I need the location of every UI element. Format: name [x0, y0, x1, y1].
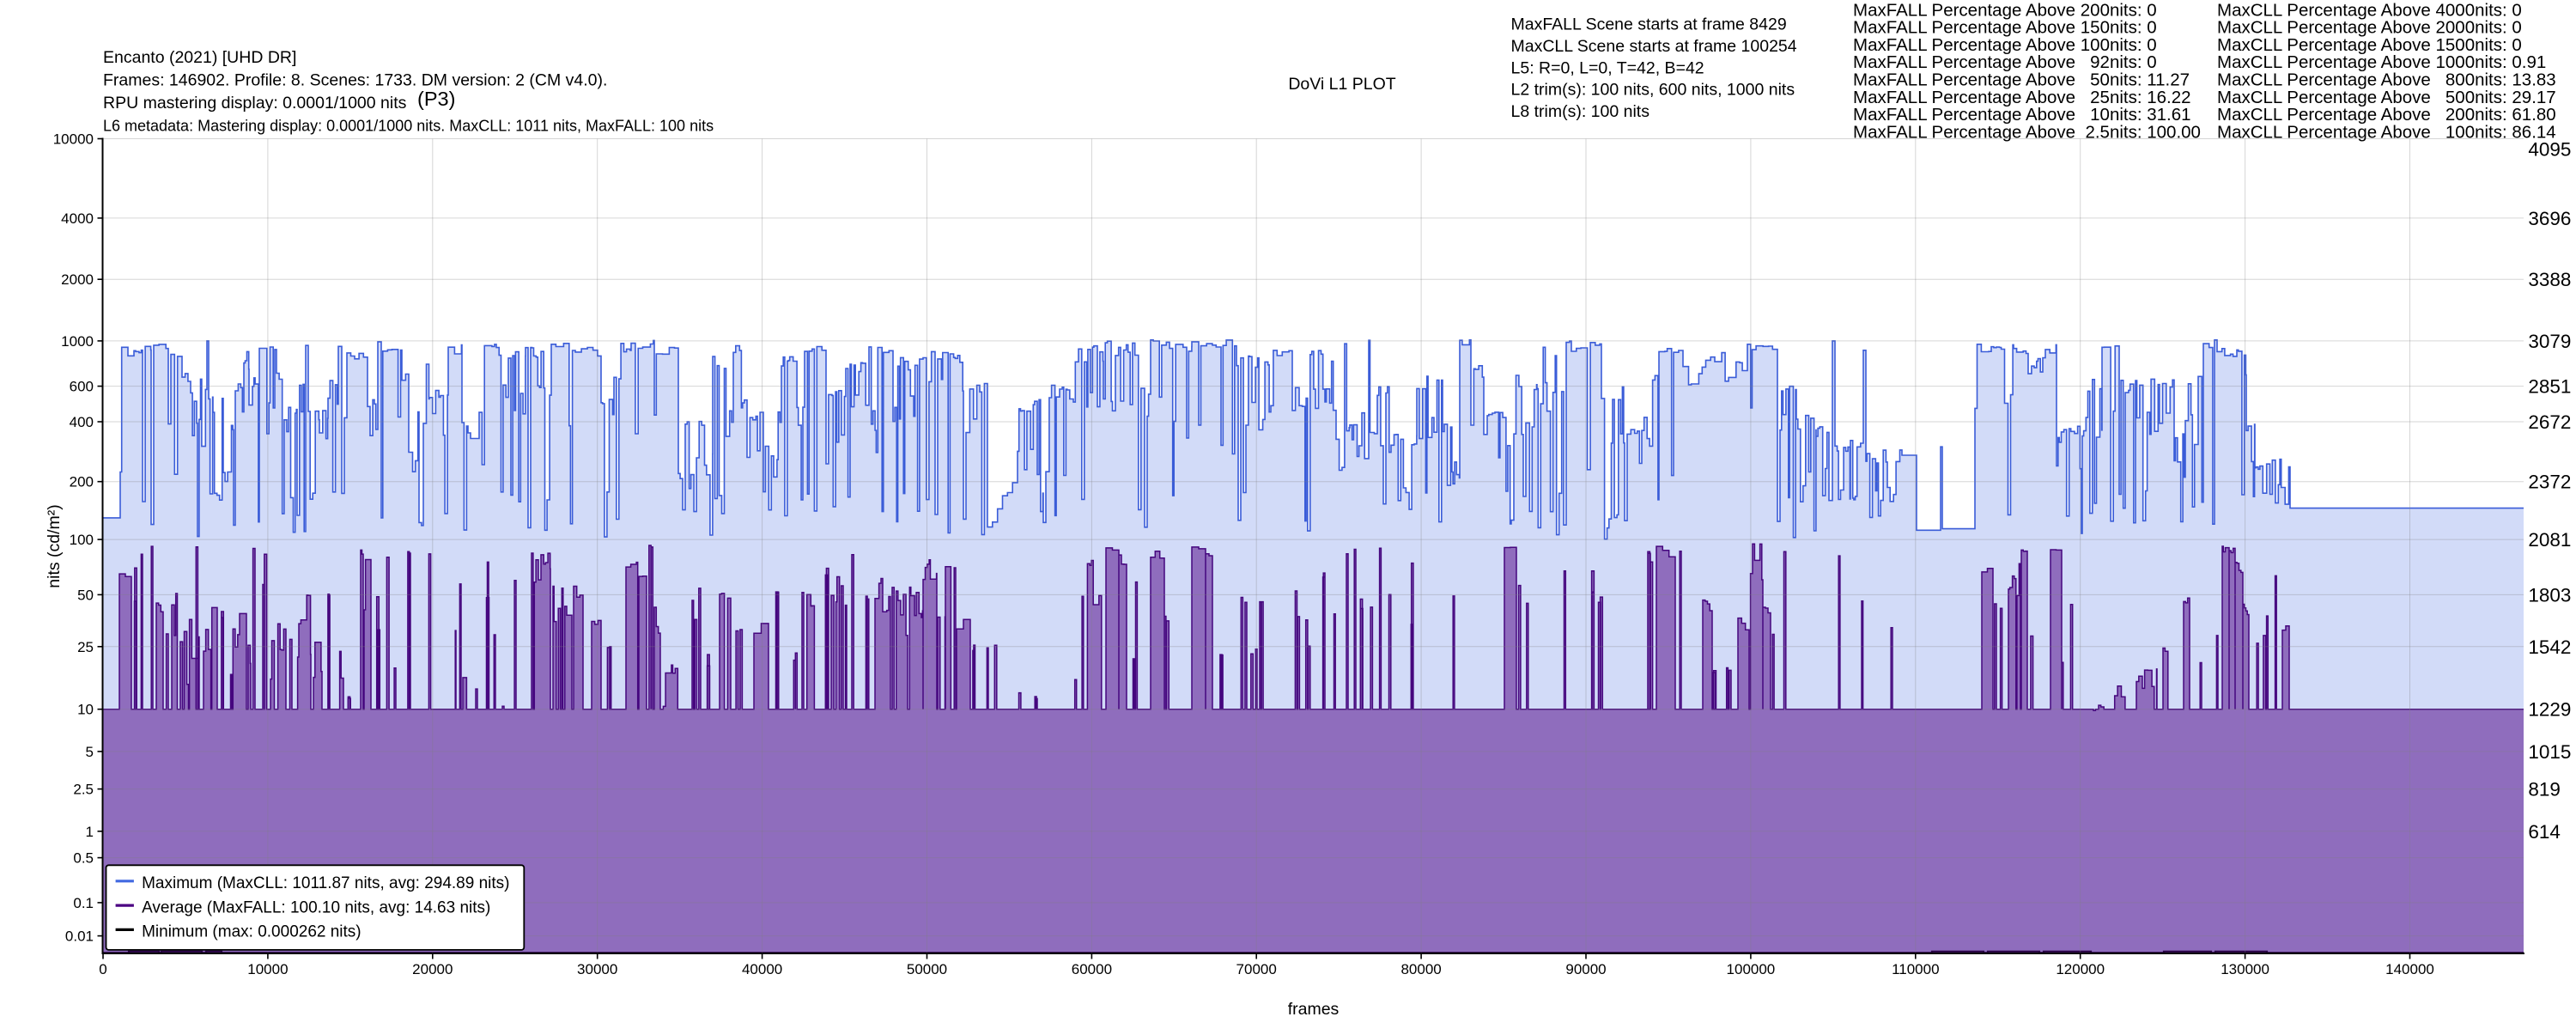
svg-text:0.01: 0.01	[65, 928, 94, 945]
svg-text:25: 25	[77, 639, 94, 655]
svg-text:50: 50	[77, 587, 94, 603]
svg-text:Frames: 146902. Profile: 8. Sc: Frames: 146902. Profile: 8. Scenes: 1733…	[103, 71, 607, 90]
svg-text:20000: 20000	[412, 961, 453, 977]
svg-text:200: 200	[70, 474, 94, 490]
svg-text:1015: 1015	[2528, 741, 2571, 763]
svg-text:2000: 2000	[61, 271, 94, 288]
svg-text:MaxCLL Percentage Above 200n: MaxCLL Percentage Above 200nits: 61.80	[2217, 105, 2556, 125]
svg-text:1542: 1542	[2528, 636, 2571, 658]
svg-text:MaxFALL Percentage Above 200ni: MaxFALL Percentage Above 200nits: 0	[1853, 0, 2157, 20]
svg-text:140000: 140000	[2385, 961, 2434, 977]
svg-text:Maximum (MaxCLL: 1011.87 nits,: Maximum (MaxCLL: 1011.87 nits, avg: 294.…	[142, 874, 509, 892]
svg-text:100: 100	[70, 532, 94, 548]
svg-text:2672: 2672	[2528, 411, 2571, 433]
svg-text:MaxFALL Scene starts at frame: MaxFALL Scene starts at frame 8429	[1511, 15, 1787, 34]
svg-text:1000: 1000	[61, 333, 94, 350]
svg-text:60000: 60000	[1072, 961, 1112, 977]
svg-text:120000: 120000	[2056, 961, 2105, 977]
svg-text:400: 400	[70, 414, 94, 430]
svg-text:L5: R=0, L=0, T=42, B=42: L5: R=0, L=0, T=42, B=42	[1511, 58, 1704, 77]
svg-text:MaxCLL Percentage Above 1000ni: MaxCLL Percentage Above 1000nits: 0.91	[2217, 52, 2546, 72]
svg-text:3696: 3696	[2528, 208, 2571, 229]
svg-text:130000: 130000	[2221, 961, 2269, 977]
svg-text:L2 trim(s): 100 nits, 600 nits: L2 trim(s): 100 nits, 600 nits, 1000 nit…	[1511, 81, 1795, 100]
svg-text:MaxCLL Percentage Above 1500ni: MaxCLL Percentage Above 1500nits: 0	[2217, 35, 2522, 55]
svg-text:MaxCLL Scene starts at frame 1: MaxCLL Scene starts at frame 100254	[1511, 37, 1797, 56]
svg-text:MaxCLL Percentage Above 2000ni: MaxCLL Percentage Above 2000nits: 0	[2217, 18, 2522, 38]
svg-text:frames: frames	[1288, 1000, 1340, 1019]
svg-text:819: 819	[2528, 779, 2561, 801]
svg-text:4000: 4000	[61, 210, 94, 227]
svg-text:MaxCLL Percentage Above 500n: MaxCLL Percentage Above 500nits: 29.17	[2217, 88, 2556, 107]
svg-text:10000: 10000	[247, 961, 288, 977]
svg-text:Encanto (2021) [UHD DR]: Encanto (2021) [UHD DR]	[103, 48, 296, 67]
svg-text:40000: 40000	[742, 961, 782, 977]
svg-text:2372: 2372	[2528, 472, 2571, 493]
svg-text:L8 trim(s): 100 nits: L8 trim(s): 100 nits	[1511, 102, 1650, 121]
svg-text:1803: 1803	[2528, 584, 2571, 606]
svg-text:MaxFALL Percentage Above 100ni: MaxFALL Percentage Above 100nits: 0	[1853, 35, 2157, 55]
svg-text:MaxFALL Percentage Above 10n: MaxFALL Percentage Above 10nits: 31.61	[1853, 105, 2191, 125]
svg-text:0: 0	[99, 961, 106, 977]
svg-text:80000: 80000	[1400, 961, 1441, 977]
svg-text:MaxCLL Percentage Above 800n: MaxCLL Percentage Above 800nits: 13.83	[2217, 70, 2556, 90]
svg-text:MaxFALL Percentage Above 2.5n: MaxFALL Percentage Above 2.5nits: 100.00	[1853, 122, 2201, 142]
svg-text:MaxCLL Percentage Above 100n: MaxCLL Percentage Above 100nits: 86.14	[2217, 122, 2556, 142]
svg-text:L6 metadata: Mastering display: L6 metadata: Mastering display: 0.0001/1…	[103, 118, 714, 135]
svg-text:70000: 70000	[1236, 961, 1277, 977]
svg-text:10: 10	[77, 702, 94, 718]
svg-text:Minimum (max: 0.000262 nits): Minimum (max: 0.000262 nits)	[142, 923, 361, 941]
svg-text:1229: 1229	[2528, 699, 2571, 721]
svg-text:MaxFALL Percentage Above 150ni: MaxFALL Percentage Above 150nits: 0	[1853, 18, 2157, 38]
svg-text:2.5: 2.5	[73, 782, 94, 798]
svg-text:RPU mastering display: 0.0001/: RPU mastering display: 0.0001/1000 nits	[103, 94, 407, 113]
svg-text:2081: 2081	[2528, 529, 2571, 551]
svg-text:nits (cd/m²): nits (cd/m²)	[45, 504, 64, 588]
svg-text:3388: 3388	[2528, 269, 2571, 290]
svg-text:4095: 4095	[2528, 138, 2571, 160]
svg-text:0.5: 0.5	[73, 850, 94, 867]
svg-text:110000: 110000	[1892, 961, 1939, 977]
svg-text:MaxCLL Percentage Above 4000ni: MaxCLL Percentage Above 4000nits: 0	[2217, 0, 2522, 20]
svg-text:DoVi L1 PLOT: DoVi L1 PLOT	[1288, 75, 1395, 94]
svg-text:Average (MaxFALL: 100.10 nits,: Average (MaxFALL: 100.10 nits, avg: 14.6…	[142, 898, 490, 916]
svg-text:MaxFALL Percentage Above 92n: MaxFALL Percentage Above 92nits: 0	[1853, 52, 2157, 72]
svg-text:600: 600	[70, 379, 94, 395]
svg-text:0.1: 0.1	[73, 895, 94, 911]
svg-text:10000: 10000	[53, 131, 94, 148]
svg-text:(P3): (P3)	[417, 88, 455, 110]
svg-text:90000: 90000	[1565, 961, 1606, 977]
svg-text:MaxFALL Percentage Above 50n: MaxFALL Percentage Above 50nits: 11.27	[1853, 70, 2190, 90]
svg-text:50000: 50000	[907, 961, 947, 977]
svg-text:614: 614	[2528, 821, 2561, 843]
svg-text:3079: 3079	[2528, 331, 2571, 352]
svg-text:30000: 30000	[577, 961, 617, 977]
svg-text:MaxFALL Percentage Above 25n: MaxFALL Percentage Above 25nits: 16.22	[1853, 88, 2191, 107]
svg-text:5: 5	[86, 744, 94, 760]
svg-text:100000: 100000	[1727, 961, 1776, 977]
svg-text:1: 1	[86, 824, 94, 840]
svg-text:2851: 2851	[2528, 376, 2571, 398]
